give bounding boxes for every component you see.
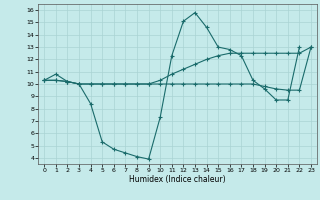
X-axis label: Humidex (Indice chaleur): Humidex (Indice chaleur) [129,175,226,184]
